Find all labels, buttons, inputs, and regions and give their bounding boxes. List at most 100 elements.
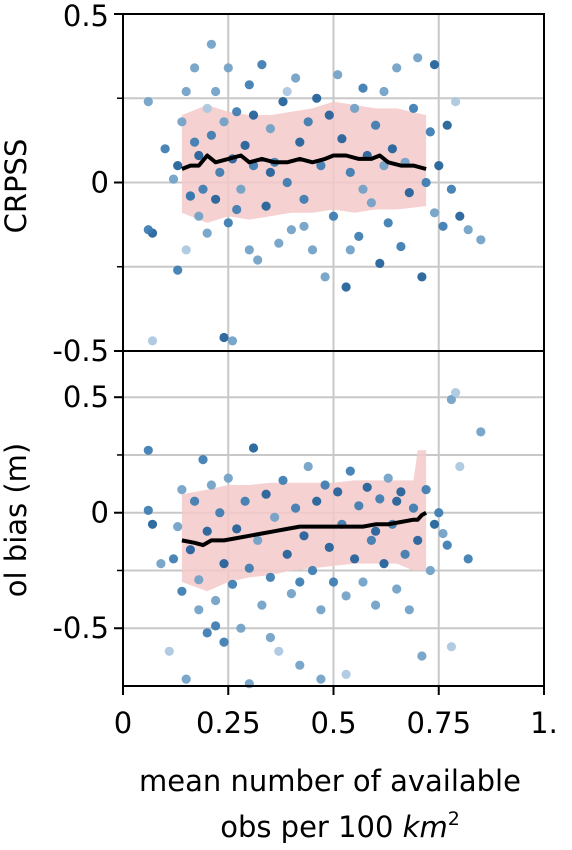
crpss-data-point <box>219 117 229 127</box>
crpss-data-point <box>240 140 250 150</box>
crpss-data-point <box>442 120 452 130</box>
x-tick-label: 1. <box>530 706 558 740</box>
crpss-data-point <box>408 103 419 113</box>
bias-y-axis-label: ol bias (m) <box>0 443 33 597</box>
crpss-data-point <box>354 231 364 241</box>
bias-data-point <box>307 565 318 576</box>
bias-median-line <box>181 510 428 548</box>
crpss-data-point <box>194 211 204 221</box>
bias-data-point <box>299 531 309 541</box>
crpss-data-point <box>160 144 170 154</box>
crpss-data-point <box>286 225 296 235</box>
crpss-data-point <box>328 211 339 221</box>
crpss-data-point <box>446 184 456 194</box>
crpss-data-point <box>261 201 271 211</box>
crpss-data-point <box>181 245 191 255</box>
bias-data-point <box>227 579 238 589</box>
bias-data-point <box>181 674 191 684</box>
crpss-data-point <box>358 184 368 194</box>
crpss-data-point <box>307 245 318 255</box>
crpss-data-point <box>257 60 267 70</box>
bias-data-point <box>404 605 414 615</box>
crpss-data-point <box>476 235 486 245</box>
crpss-data-point <box>320 272 330 282</box>
crpss-y-axis-label: CRPSS <box>0 139 33 234</box>
crpss-data-point <box>194 150 204 161</box>
crpss-data-point <box>202 103 212 113</box>
bias-data-point <box>316 674 326 684</box>
bias-data-point <box>455 461 465 472</box>
bias-y-tick-label: 0.5 <box>63 380 109 414</box>
bias-data-point <box>392 496 402 506</box>
bias-scatter-points <box>143 388 486 689</box>
bias-data-point <box>278 475 288 485</box>
crpss-data-point <box>404 188 414 198</box>
bias-data-point <box>320 480 330 490</box>
bias-data-point <box>223 473 233 483</box>
bias-data-point <box>261 489 271 499</box>
bias-data-point <box>164 646 174 656</box>
bias-data-point <box>265 632 275 643</box>
x-axis-label-prefix: obs per 100 <box>220 810 402 844</box>
crpss-data-point <box>455 211 465 221</box>
bias-running-median <box>181 510 428 548</box>
crpss-data-point <box>181 86 191 97</box>
crpss-data-point <box>429 208 440 218</box>
bias-data-point <box>219 559 229 569</box>
crpss-data-point <box>434 161 444 171</box>
crpss-data-point <box>190 63 200 73</box>
bias-data-point <box>354 501 364 511</box>
crpss-data-point <box>206 39 216 49</box>
crpss-data-point <box>198 184 208 194</box>
crpss-data-point <box>143 97 153 107</box>
crpss-data-point <box>206 130 216 140</box>
bias-data-point <box>143 445 153 455</box>
crpss-data-point <box>211 86 221 97</box>
bias-data-point <box>206 480 216 490</box>
crpss-data-point <box>227 336 238 346</box>
crpss-data-point <box>345 245 355 255</box>
bias-axes-frame <box>122 350 545 687</box>
crpss-y-tick-label: 0 <box>91 166 109 200</box>
bias-data-point <box>177 586 187 596</box>
bias-data-point <box>274 646 284 656</box>
x-tick-label: 0.5 <box>310 706 356 740</box>
bias-data-point <box>236 623 246 633</box>
bias-data-point <box>215 508 225 518</box>
bias-data-point <box>442 540 452 550</box>
bias-data-point <box>341 591 351 601</box>
crpss-data-point <box>177 117 187 127</box>
bias-data-point <box>143 505 153 515</box>
bias-data-point <box>198 455 208 465</box>
crpss-data-point <box>425 127 435 137</box>
crpss-data-point <box>190 137 200 147</box>
bias-data-point <box>379 559 389 569</box>
bias-data-point <box>244 563 254 573</box>
bias-data-point <box>295 577 305 587</box>
x-tick-label: 0 <box>114 706 132 740</box>
bias-data-point <box>270 512 280 522</box>
crpss-data-point <box>417 272 427 282</box>
bias-data-point <box>333 487 343 497</box>
bias-data-point <box>375 494 385 504</box>
crpss-data-point <box>282 177 292 188</box>
bias-data-point <box>392 584 402 594</box>
bias-data-point <box>211 595 221 606</box>
crpss-data-point <box>345 167 355 177</box>
bias-data-point <box>446 642 456 652</box>
crpss-data-point <box>265 167 275 177</box>
crpss-y-ticks: 0.5 0 -0.5 <box>52 0 123 368</box>
bias-data-point <box>257 600 267 610</box>
bias-data-point <box>341 669 351 680</box>
crpss-data-point <box>278 97 288 107</box>
crpss-data-point <box>463 225 473 235</box>
bias-data-point <box>328 577 339 587</box>
crpss-data-point <box>185 191 195 201</box>
crpss-data-point <box>358 83 368 93</box>
bias-data-point <box>282 549 292 559</box>
crpss-data-point <box>324 110 334 120</box>
bias-y-ticks: 0.5 0 -0.5 <box>52 380 123 645</box>
bias-data-point <box>291 503 301 513</box>
crpss-data-point <box>291 73 301 83</box>
crpss-data-point <box>333 70 343 80</box>
